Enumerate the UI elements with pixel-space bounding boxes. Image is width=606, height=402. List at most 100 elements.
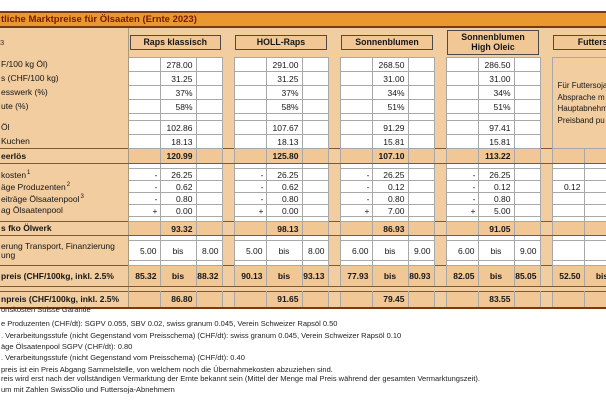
empty-cell xyxy=(407,71,435,86)
gap-cell xyxy=(222,163,234,169)
value-cell: 31.00 xyxy=(477,71,515,86)
sign-cell xyxy=(446,286,478,292)
empty-cell xyxy=(407,180,435,193)
gap-cell xyxy=(328,134,340,149)
value-cell xyxy=(265,113,303,121)
value-cell: 0.80 xyxy=(265,192,303,205)
empty-cell xyxy=(195,57,223,72)
sign-cell xyxy=(551,168,585,181)
sign-cell xyxy=(445,85,479,100)
sign-cell xyxy=(233,71,267,86)
column-header-label: Futtersoja xyxy=(553,34,606,51)
gap-cell xyxy=(434,221,446,236)
table-row-erloes-oel: Öl 102.86 107.67 91.29 97.41 xyxy=(0,120,606,135)
value-cell xyxy=(478,286,514,292)
table-row-oelpreis: F/100 kg Öl) 278.00 291.00 268.50 286.50 Für … xyxy=(0,57,606,149)
empty-cell xyxy=(301,85,329,100)
gap-cell xyxy=(434,71,446,86)
value-cell: 58% xyxy=(265,99,303,114)
sign-cell xyxy=(445,57,479,72)
sum-value-cell: 86.93 xyxy=(371,221,409,236)
empty-cell xyxy=(513,120,541,135)
value-cell: 26.25 xyxy=(477,168,515,181)
value-cell xyxy=(583,192,606,205)
gap-cell xyxy=(434,260,446,266)
row-label-beitrag-oelsaatenpool: ag Ölsaatenpool xyxy=(0,204,129,217)
range-high-cell: 85.05 xyxy=(513,265,541,287)
empty-cell xyxy=(513,204,541,217)
sign-cell xyxy=(339,57,373,72)
gap-cell xyxy=(540,286,552,292)
value-cell: 58% xyxy=(159,99,197,114)
sign-cell: - xyxy=(445,180,479,193)
value-cell xyxy=(160,286,196,292)
sign-cell xyxy=(127,113,161,121)
column-header-futtersoja: Futtersoja xyxy=(552,27,606,58)
row-label-beitraege-produzenten: äge Produzenten2 xyxy=(0,180,129,193)
value-cell: 5.00 xyxy=(477,204,515,217)
empty-cell xyxy=(301,180,329,193)
sum-value-cell xyxy=(583,291,606,308)
column-header-label: Sonnenblumen xyxy=(341,34,433,51)
range-low-cell: 77.93 xyxy=(339,265,373,287)
sign-cell xyxy=(339,134,373,149)
gap-cell xyxy=(434,216,446,222)
sum-value-cell: 98.13 xyxy=(265,221,303,236)
gap-cell xyxy=(434,240,446,261)
gap-cell xyxy=(328,180,340,193)
value-cell: 0.00 xyxy=(159,204,197,217)
value-cell: 37% xyxy=(159,85,197,100)
gap-cell xyxy=(540,192,552,205)
sum-left-cell xyxy=(233,148,267,164)
gap-cell xyxy=(540,204,552,217)
sign-cell: - xyxy=(233,168,267,181)
sign-cell xyxy=(233,120,267,135)
range-bis-cell: bis xyxy=(265,265,303,287)
sign-cell: - xyxy=(339,192,373,205)
value-cell xyxy=(372,286,408,292)
gap-cell xyxy=(222,286,234,292)
empty-cell xyxy=(301,71,329,86)
table-row-beitraege-oelsaatenpool: eiträge Ölsaatenpool3-0.80-0.80-0.80-0.8… xyxy=(0,192,606,205)
range-bis-cell: bis xyxy=(583,265,606,287)
gap-cell xyxy=(328,291,340,308)
row-label-oelpreis: F/100 kg Öl) xyxy=(0,57,129,72)
gap-cell xyxy=(222,235,234,241)
empty-cell xyxy=(301,113,329,121)
empty-cell xyxy=(301,57,329,72)
sign-cell: - xyxy=(339,180,373,193)
gap-cell xyxy=(540,240,552,261)
value-cell: 31.25 xyxy=(159,71,197,86)
gap-cell xyxy=(328,204,340,217)
sign-cell xyxy=(127,120,161,135)
table-row-presswerk: esswerk (%) 37% 37% 34% 34% xyxy=(0,85,606,100)
value-cell: 286.50 xyxy=(477,57,515,72)
gap-cell xyxy=(540,163,552,169)
empty-cell xyxy=(195,134,223,149)
empty-cell xyxy=(407,57,435,72)
row-label-sep6 xyxy=(0,286,129,292)
sum-right-cell xyxy=(195,291,223,308)
sign-cell: - xyxy=(445,168,479,181)
table-row-lagerung: erung Transport, Finanzierung ung 5.00 bis 8… xyxy=(0,240,606,261)
row-label-lagerung: erung Transport, Finanzierung ung xyxy=(0,240,129,261)
value-cell: 0.80 xyxy=(159,192,197,205)
sign-cell xyxy=(127,85,161,100)
value-cell: 107.67 xyxy=(265,120,303,135)
value-cell: 31.00 xyxy=(371,71,409,86)
value-cell: 51% xyxy=(371,99,409,114)
header-gap xyxy=(434,27,446,58)
sum-value-cell: 113.22 xyxy=(477,148,515,164)
sum-value-cell: 107.10 xyxy=(371,148,409,164)
row-label-richtpreis: preis (CHF/100kg, inkl. 2.5% xyxy=(0,265,129,287)
row-label-erloes-oel: Öl xyxy=(0,120,129,135)
sum-value-cell: 120.99 xyxy=(159,148,197,164)
sign-cell: - xyxy=(233,180,267,193)
row-label-saatpreis: s (CHF/100 kg) xyxy=(0,71,129,86)
sign-cell xyxy=(233,57,267,72)
header-row: 3 Raps klassisch HOLL-Raps Sonnenblumen Son… xyxy=(0,27,606,58)
range-bis-cell: bis xyxy=(371,240,409,261)
empty-cell xyxy=(301,204,329,217)
header-left-fragment: 3 xyxy=(0,27,129,58)
column-header-label: HOLL-Raps xyxy=(235,34,327,51)
